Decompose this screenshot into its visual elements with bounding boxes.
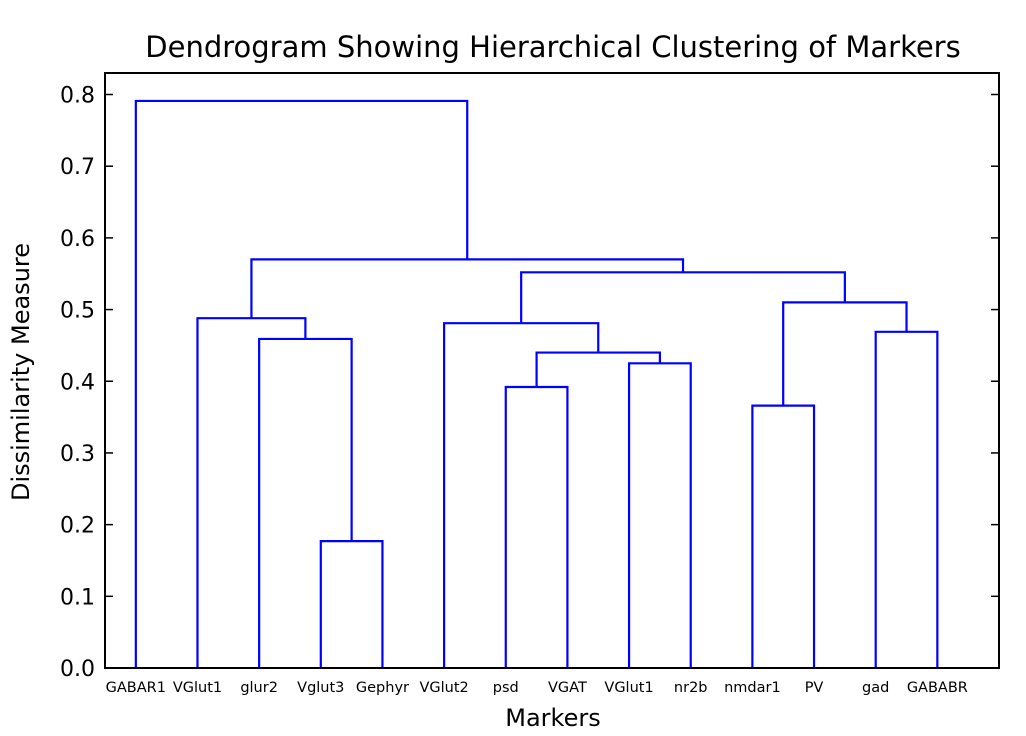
x-tick-label: psd	[493, 680, 519, 696]
dendrogram-link	[258, 337, 353, 668]
plot-frame	[104, 72, 1000, 669]
y-tick-label: 0.4	[60, 370, 95, 395]
x-tick-label: glur2	[240, 680, 278, 696]
x-tick-label: GABABR	[907, 680, 968, 696]
y-tick-label: 0.7	[60, 155, 95, 180]
dendrogram-link	[627, 362, 692, 668]
x-tick-label: nr2b	[674, 680, 708, 696]
y-axis-label: Dissimilarity Measure	[7, 243, 35, 501]
dendrogram-link	[535, 351, 661, 387]
y-axis-ticks: 0.0 0.1 0.2 0.3 0.4 0.5 0.6 0.7 0.8	[60, 84, 999, 682]
y-tick-label: 0.3	[60, 442, 95, 467]
x-tick-label: VGAT	[548, 680, 587, 696]
y-tick-label: 0.6	[60, 227, 95, 252]
x-tick-label: VGlut2	[419, 680, 468, 696]
dendrogram-link	[319, 540, 384, 668]
x-axis-ticks: GABAR1 VGlut1 glur2 Vglut3 Gephyr VGlut2 psd VG…	[106, 680, 968, 696]
x-tick-label: gad	[862, 680, 889, 696]
x-tick-label: VGlut1	[604, 680, 653, 696]
x-tick-label: GABAR1	[106, 680, 166, 696]
dendrogram-link	[443, 322, 600, 668]
x-axis-label: Markers	[505, 704, 600, 732]
dendrogram-links	[134, 99, 939, 668]
y-tick-label: 0.0	[60, 657, 95, 682]
y-tick-label: 0.5	[60, 299, 95, 324]
x-tick-label: Gephyr	[356, 680, 409, 696]
y-tick-label: 0.8	[60, 84, 95, 109]
y-tick-label: 0.2	[60, 514, 95, 539]
dendrogram-link	[874, 330, 939, 668]
chart-title: Dendrogram Showing Hierarchical Clusteri…	[145, 30, 960, 64]
dendrogram-link	[782, 301, 908, 406]
dendrogram-link	[134, 99, 469, 668]
y-tick-label: 0.1	[60, 585, 95, 610]
dendrogram-link	[751, 404, 816, 668]
dendrogram-link	[504, 385, 569, 668]
x-tick-label: PV	[805, 680, 824, 696]
dendrogram-link	[520, 271, 846, 324]
dendrogram-link	[196, 317, 307, 668]
dendrogram-link	[250, 258, 685, 319]
x-tick-label: Vglut3	[297, 680, 344, 696]
x-tick-label: VGlut1	[173, 680, 222, 696]
x-tick-label: nmdar1	[724, 680, 781, 696]
